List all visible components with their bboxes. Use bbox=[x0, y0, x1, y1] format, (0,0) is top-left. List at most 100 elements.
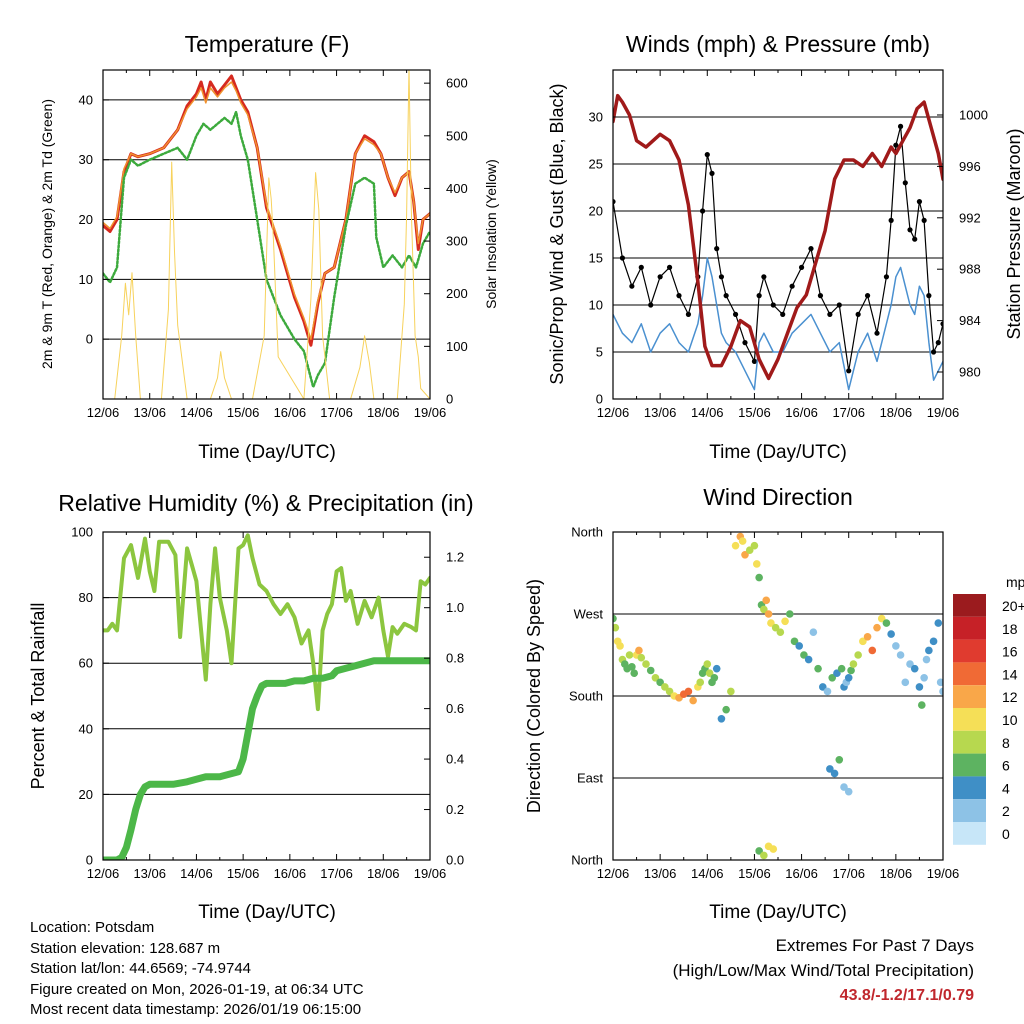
direction-point bbox=[630, 669, 639, 678]
x-tick-label: 18/06 bbox=[880, 405, 913, 420]
direction-point bbox=[868, 646, 877, 655]
direction-point bbox=[760, 851, 768, 860]
y-tick-label: 40 bbox=[79, 721, 93, 736]
x-tick-label: 19/06 bbox=[927, 405, 960, 420]
axes-frame bbox=[102, 69, 431, 400]
extremes-values: 43.8/-1.2/17.1/0.79 bbox=[839, 987, 974, 1004]
direction-point bbox=[731, 541, 740, 550]
direction-point bbox=[804, 655, 813, 664]
y2-tick-label: 0.4 bbox=[446, 752, 464, 767]
direction-ylabel: Direction (Colored By Speed) bbox=[524, 579, 544, 813]
y2-tick-label: 992 bbox=[959, 210, 981, 225]
y-tick-label: 40 bbox=[79, 92, 93, 107]
humidity-panel: 12/06 13/06 14/06 15/06 16/06 17/06 18/06 19/06… bbox=[28, 490, 474, 923]
direction-point bbox=[844, 787, 853, 796]
direction-point bbox=[873, 623, 881, 632]
colorbar-swatch bbox=[953, 753, 986, 777]
direction-point bbox=[809, 628, 818, 637]
direction-point bbox=[814, 664, 822, 673]
direction-point bbox=[745, 546, 754, 555]
x-tick-label: 14/06 bbox=[180, 866, 213, 881]
x-tick-label: 18/06 bbox=[367, 866, 400, 881]
y2-tick-label: 600 bbox=[446, 76, 468, 91]
y-tick-label: 5 bbox=[596, 345, 603, 360]
direction-point bbox=[755, 847, 763, 855]
y-tick-label: 15 bbox=[589, 251, 603, 266]
info-created: Figure created on Mon, 2026-01-19, at 06… bbox=[30, 980, 364, 998]
direction-point bbox=[771, 623, 780, 632]
series-line-2m-t bbox=[103, 74, 430, 347]
y-tick-label: 100 bbox=[71, 525, 93, 540]
y2-tick-label: 0.2 bbox=[446, 802, 464, 817]
direction-point bbox=[844, 673, 853, 682]
y2-tick-label: 996 bbox=[959, 159, 981, 174]
info-recent: Most recent data timestamp: 2026/01/19 0… bbox=[30, 1001, 362, 1018]
x-tick-label: 13/06 bbox=[133, 866, 166, 881]
direction-point bbox=[781, 617, 789, 626]
x-tick-label: 16/06 bbox=[785, 866, 818, 881]
direction-point bbox=[925, 646, 933, 655]
y2-tick-label: 1000 bbox=[959, 107, 988, 122]
x-tick-label: 12/06 bbox=[597, 405, 630, 420]
colorbar-label: 0 bbox=[1002, 826, 1010, 842]
direction-panel: 12/06 13/06 14/06 15/06 16/06 17/06 18/06 19/06… bbox=[524, 484, 1024, 923]
winds-xlabel: Time (Day/UTC) bbox=[709, 442, 847, 463]
colorbar-swatch bbox=[953, 730, 986, 754]
direction-point bbox=[800, 651, 808, 659]
colorbar-label: 8 bbox=[1002, 735, 1010, 751]
direction-point bbox=[910, 664, 919, 673]
humidity-title: Relative Humidity (%) & Precipitation (i… bbox=[58, 490, 473, 516]
y2-tick-label: 1.0 bbox=[446, 600, 464, 615]
x-tick-label: 19/06 bbox=[414, 866, 447, 881]
direction-point bbox=[642, 660, 650, 668]
colorbar-swatch bbox=[953, 662, 986, 686]
series-line-solar bbox=[103, 70, 430, 399]
colorbar-label: 16 bbox=[1002, 644, 1018, 660]
direction-point bbox=[762, 596, 771, 605]
direction-xlabel: Time (Day/UTC) bbox=[709, 902, 847, 923]
temperature-y2label: Solar Insolation (Yellow) bbox=[483, 159, 499, 309]
y2-tick-label: 200 bbox=[446, 286, 468, 301]
x-tick-label: 17/06 bbox=[320, 405, 353, 420]
direction-point bbox=[727, 687, 735, 696]
temperature-ylabel: 2m & 9m T (Red, Orange) & 2m Td (Green) bbox=[39, 99, 55, 369]
y-tick-label: 30 bbox=[589, 110, 603, 125]
temperature-panel: 12/06 13/06 14/06 15/06 16/06 17/06 18/06 19/06… bbox=[39, 31, 499, 463]
x-tick-label: 14/06 bbox=[691, 866, 724, 881]
direction-point bbox=[818, 683, 827, 691]
y-tick-label: South bbox=[569, 689, 603, 704]
colorbar-swatch bbox=[953, 708, 986, 731]
x-tick-label: 17/06 bbox=[832, 405, 865, 420]
direction-point bbox=[887, 630, 895, 638]
x-tick-label: 12/06 bbox=[597, 866, 630, 881]
x-tick-label: 13/06 bbox=[133, 405, 166, 420]
direction-point bbox=[752, 560, 761, 568]
colorbar-swatch bbox=[953, 822, 986, 845]
direction-point bbox=[613, 623, 620, 632]
x-tick-label: 19/06 bbox=[414, 405, 447, 420]
direction-point bbox=[760, 605, 768, 614]
direction-point bbox=[833, 669, 841, 678]
winds-panel: 12/06 13/06 14/06 15/06 16/06 17/06 18/06 19/06… bbox=[547, 31, 1024, 463]
series-line-station-pressure bbox=[613, 93, 943, 381]
direction-point bbox=[651, 673, 660, 682]
extremes-subtitle: (High/Low/Max Wind/Total Precipitation) bbox=[672, 961, 974, 980]
info-latlon: Station lat/lon: 44.6569; -74.9744 bbox=[30, 960, 252, 977]
direction-point bbox=[767, 619, 775, 627]
colorbar-swatch bbox=[953, 594, 986, 617]
series-line-gust bbox=[613, 125, 943, 372]
x-tick-label: 19/06 bbox=[927, 866, 960, 881]
direction-point bbox=[741, 550, 749, 559]
direction-point bbox=[854, 651, 862, 659]
direction-point bbox=[920, 673, 928, 682]
direction-point bbox=[635, 646, 643, 655]
direction-point bbox=[710, 673, 719, 682]
station-info: Location: Potsdam Station elevation: 128… bbox=[30, 918, 364, 1021]
direction-point bbox=[738, 537, 747, 545]
x-tick-label: 14/06 bbox=[180, 405, 213, 420]
colorbar-label: 6 bbox=[1002, 758, 1010, 774]
extremes-title: Extremes For Past 7 Days bbox=[775, 936, 974, 955]
humidity-plot-area bbox=[103, 533, 430, 860]
x-tick-label: 14/06 bbox=[691, 405, 724, 420]
direction-point bbox=[915, 683, 924, 691]
